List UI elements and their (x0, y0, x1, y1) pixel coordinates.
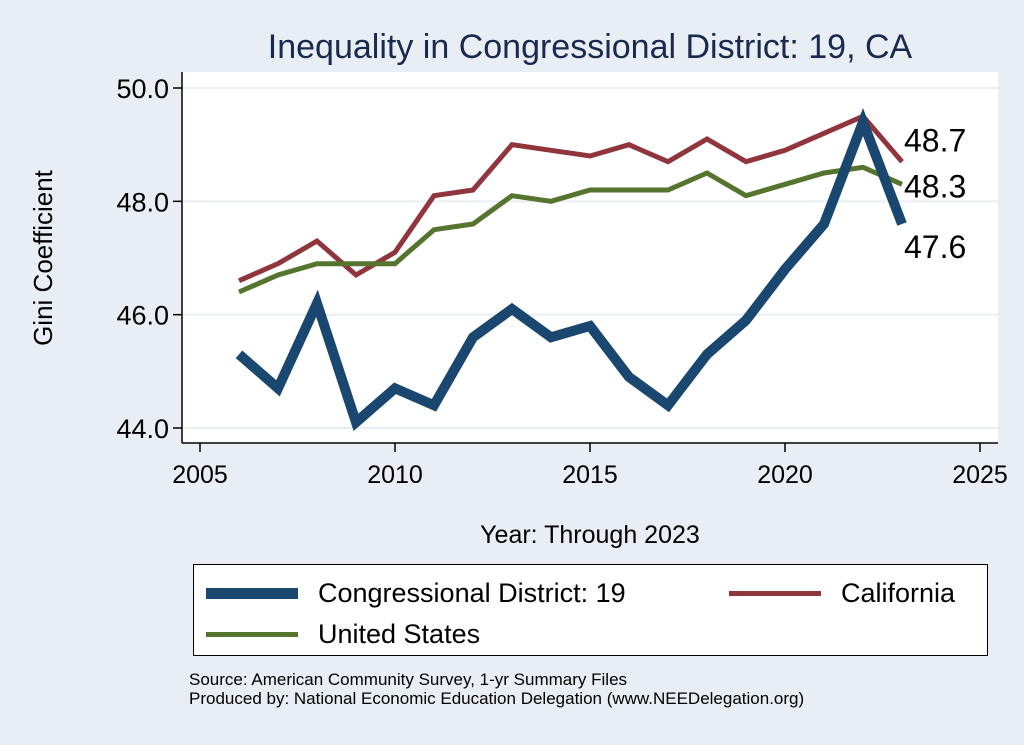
legend-label-california: California (841, 577, 956, 608)
legend-item-united-states: United States (206, 617, 480, 651)
source-note: Source: American Community Survey, 1-yr … (189, 670, 628, 689)
x-tick-label: 2020 (757, 461, 813, 489)
y-tick-label: 50.0 (116, 74, 169, 104)
end-label-united-states: 48.3 (904, 168, 966, 204)
y-tick-label: 48.0 (116, 187, 169, 217)
x-tick-label: 2025 (952, 461, 1008, 489)
legend-item-california: California (729, 576, 955, 610)
x-tick-label: 2010 (367, 461, 423, 489)
y-axis-label: Gini Coefficient (28, 169, 58, 346)
legend: Congressional District: 19 California Un… (193, 564, 988, 656)
legend-item-district: Congressional District: 19 (206, 576, 626, 610)
chart-title: Inequality in Congressional District: 19… (268, 28, 913, 66)
series-line-california (238, 113, 904, 283)
produced-by-note: Produced by: National Economic Education… (189, 689, 805, 708)
end-label-district: 47.6 (904, 229, 966, 265)
x-tick-label: 2015 (562, 461, 618, 489)
y-tick-label: 44.0 (116, 414, 169, 444)
legend-swatch-district (206, 587, 298, 599)
legend-swatch-united-states (206, 631, 298, 637)
legend-swatch-california (729, 590, 821, 596)
legend-label-district: Congressional District: 19 (318, 577, 626, 608)
series-line-district (235, 107, 907, 432)
x-axis-label: Year: Through 2023 (480, 521, 700, 549)
x-tick-label: 2005 (172, 461, 228, 489)
y-tick-label: 46.0 (116, 301, 169, 331)
end-label-california: 48.7 (904, 123, 966, 159)
gini-chart: 44.0 46.0 48.0 50.0 2005 2010 2015 2020 2025 47.… (28, 28, 1008, 549)
legend-label-united-states: United States (318, 618, 481, 649)
chart-notes: Source: American Community Survey, 1-yr … (189, 670, 804, 708)
series-line-united-states (238, 164, 903, 295)
